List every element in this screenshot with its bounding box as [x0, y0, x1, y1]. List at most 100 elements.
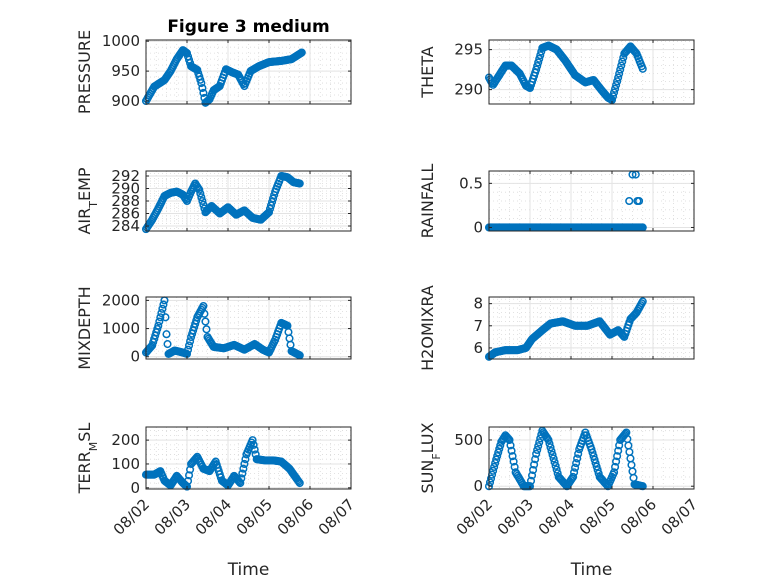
axes-box — [145, 296, 352, 360]
data-point — [589, 452, 598, 461]
data-point — [534, 58, 543, 67]
x-tick-label: 08/05 — [576, 495, 619, 538]
y-axis-label-part: T — [87, 201, 100, 209]
axes-box — [488, 426, 695, 490]
y-axis-label: H2OMIXRA — [418, 285, 437, 371]
data-point — [236, 478, 245, 488]
data-point — [199, 200, 208, 209]
data-point — [158, 304, 167, 313]
data-point — [156, 313, 165, 322]
y-axis-label-part: SUN — [418, 460, 437, 494]
data-point — [549, 454, 558, 463]
data-point — [551, 461, 560, 470]
axes-box — [488, 170, 695, 232]
data-series — [141, 171, 304, 234]
data-point — [612, 81, 621, 90]
y-tick-label: 284 — [111, 217, 140, 235]
data-point — [182, 482, 192, 491]
data-point — [147, 342, 156, 351]
data-point — [506, 441, 515, 450]
data-point — [590, 455, 599, 464]
x-tick-label: 08/04 — [192, 495, 235, 538]
data-point — [489, 466, 498, 475]
y-axis-label-part: H2OMIXRA — [418, 285, 437, 371]
data-point — [572, 459, 581, 468]
y-axis-label: RAINFALL — [418, 164, 437, 239]
data-point — [547, 447, 556, 456]
data-point — [548, 450, 557, 459]
y-tick-label: 1000 — [102, 320, 140, 338]
data-point — [157, 309, 166, 318]
data-point — [249, 440, 258, 449]
data-point — [197, 79, 206, 88]
y-tick-label: 295 — [454, 41, 483, 59]
x-tick-label: 08/03 — [494, 495, 537, 538]
data-point — [573, 454, 582, 463]
y-axis-label: TERRMSL — [75, 423, 100, 495]
data-point — [297, 48, 306, 57]
data-series — [484, 426, 647, 491]
data-point — [638, 297, 647, 306]
data-point — [601, 479, 610, 488]
y-axis-label: MIXDEPTH — [75, 286, 94, 369]
y-tick-label: 0 — [130, 479, 140, 497]
y-tick-label: 7 — [473, 317, 483, 335]
data-point — [533, 445, 542, 455]
data-point — [268, 197, 277, 206]
data-point — [198, 196, 207, 206]
data-point — [201, 317, 210, 326]
data-point — [199, 301, 208, 311]
y-axis-label-part: AIR — [75, 208, 94, 235]
subplot-6: 6 7 8 H2OMIXRA — [418, 285, 695, 371]
data-point — [490, 462, 499, 472]
data-point — [536, 51, 545, 60]
x-tick-label: 08/06 — [274, 495, 317, 538]
data-point — [183, 345, 193, 354]
data-point — [507, 446, 516, 455]
y-axis-label-part: MIXDEPTH — [75, 286, 94, 369]
data-point — [617, 61, 626, 70]
y-tick-label: 288 — [111, 192, 140, 210]
data-point — [552, 465, 561, 474]
data-point — [508, 452, 517, 461]
data-point — [591, 459, 600, 468]
y-axis-label-part: PRESSURE — [75, 30, 94, 114]
data-point — [529, 465, 538, 475]
data-point — [241, 455, 250, 464]
data-point — [611, 84, 620, 93]
y-axis-label: PRESSURE — [75, 30, 94, 114]
data-series — [484, 41, 647, 105]
data-point — [196, 189, 205, 198]
data-point — [550, 458, 559, 467]
data-point — [587, 445, 596, 454]
data-point — [240, 459, 249, 469]
data-point — [509, 457, 518, 466]
data-point — [248, 436, 257, 445]
data-point — [525, 482, 535, 491]
data-point — [263, 209, 273, 218]
data-point — [535, 54, 544, 63]
y-tick-label: 200 — [111, 431, 140, 449]
y-axis-label-part: F — [430, 453, 443, 459]
data-point — [495, 444, 504, 453]
data-point — [154, 321, 163, 330]
y-tick-label: 1000 — [102, 32, 140, 50]
data-point — [295, 478, 304, 488]
data-point — [610, 468, 619, 477]
axes-box — [145, 39, 352, 105]
y-tick-label: 500 — [454, 431, 483, 449]
y-axis-label: THETA — [418, 46, 437, 98]
subplot-5: 0 1000 2000 MIXDEPTH — [75, 286, 352, 370]
data-point — [533, 61, 542, 71]
data-point — [611, 462, 620, 472]
y-tick-label: 286 — [111, 205, 140, 223]
data-point — [608, 92, 618, 101]
data-point — [510, 462, 519, 472]
data-point — [544, 435, 553, 445]
data-point — [239, 464, 248, 473]
data-point — [610, 88, 619, 97]
data-point — [616, 65, 625, 74]
